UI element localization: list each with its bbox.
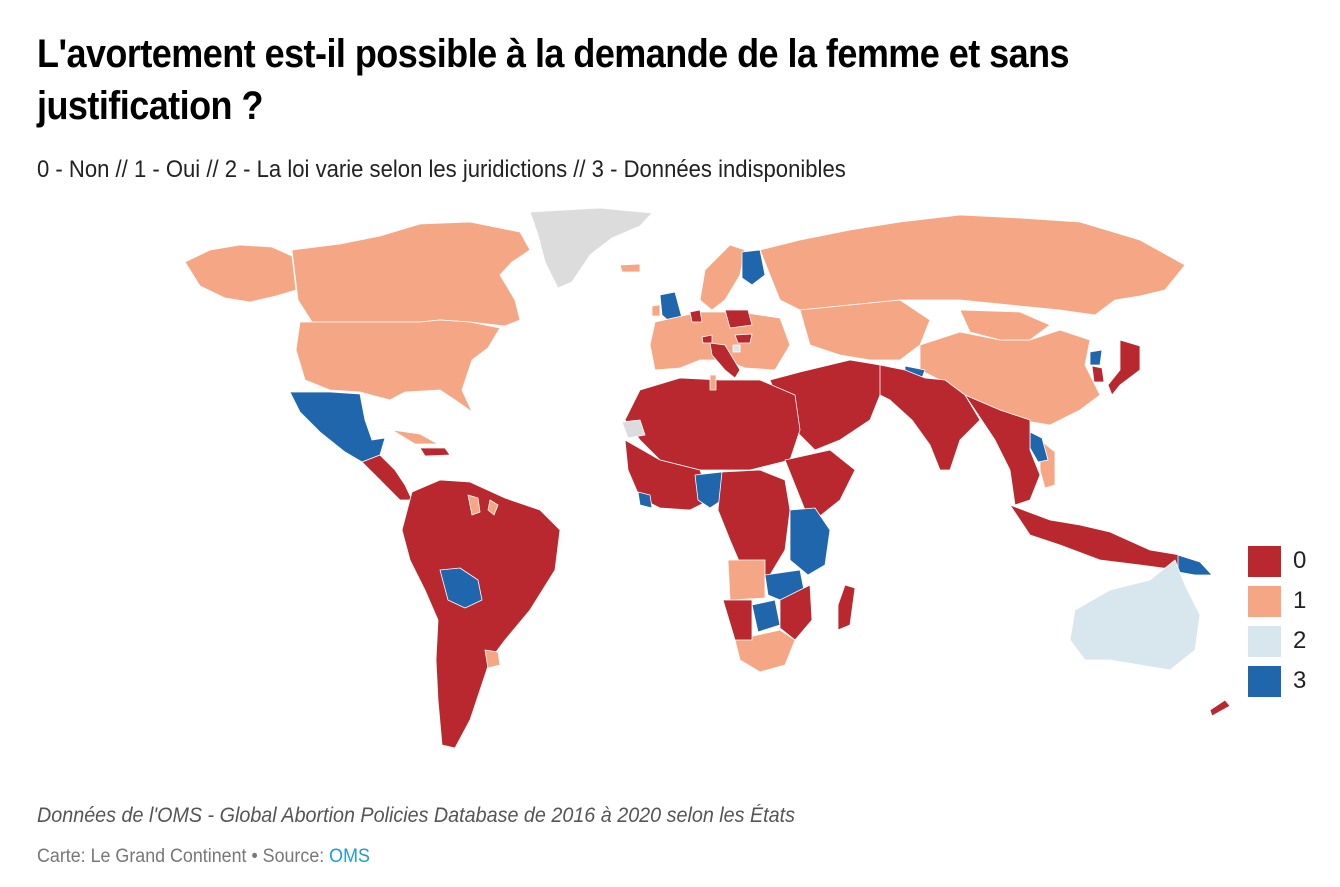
region-guyana[interactable]: [467, 494, 481, 516]
region-south-africa[interactable]: [734, 629, 796, 673]
region-angola[interactable]: [727, 559, 766, 601]
region-mozambique-zimbabwe[interactable]: [779, 584, 813, 641]
legend: 0 1 2 3: [1248, 541, 1306, 701]
region-kenya-uganda-tanzania[interactable]: [789, 507, 831, 576]
legend-label: 1: [1293, 587, 1307, 614]
region-western-sahara[interactable]: [621, 419, 646, 439]
region-iceland[interactable]: [619, 263, 641, 273]
region-finland[interactable]: [741, 249, 766, 286]
region-italy[interactable]: [709, 342, 741, 379]
region-russia[interactable]: [759, 214, 1186, 316]
legend-swatch-1: [1248, 585, 1281, 617]
region-new-zealand[interactable]: [1209, 699, 1231, 717]
region-alaska[interactable]: [184, 244, 297, 303]
region-ireland[interactable]: [651, 304, 661, 317]
region-netherlands[interactable]: [689, 309, 703, 323]
region-tunisia[interactable]: [709, 374, 717, 391]
page-title: L'avortement est-il possible à la demand…: [37, 32, 1070, 128]
region-south-korea[interactable]: [1091, 365, 1105, 383]
legend-label: 2: [1293, 627, 1307, 654]
legend-item: 1: [1248, 581, 1306, 621]
region-namibia[interactable]: [722, 599, 753, 641]
credit-text: Carte: Le Grand Continent • Source:: [37, 846, 330, 867]
region-united-states[interactable]: [295, 319, 501, 413]
legend-swatch-3: [1248, 665, 1281, 697]
region-central-asia[interactable]: [799, 299, 931, 361]
region-bosnia[interactable]: [732, 344, 741, 353]
subtitle: 0 - Non // 1 - Oui // 2 - La loi varie s…: [37, 156, 846, 183]
legend-item: 0: [1248, 541, 1306, 581]
region-canada[interactable]: [291, 221, 531, 327]
legend-label: 0: [1293, 547, 1307, 574]
credit-line: Carte: Le Grand Continent • Source: OMS: [37, 846, 370, 868]
data-note: Données de l'OMS - Global Abortion Polic…: [37, 804, 796, 827]
region-botswana[interactable]: [751, 599, 781, 633]
legend-item: 3: [1248, 661, 1306, 701]
region-bolivia[interactable]: [439, 567, 483, 609]
region-cuba[interactable]: [391, 429, 439, 445]
region-poland[interactable]: [724, 309, 753, 329]
legend-swatch-2: [1248, 625, 1281, 657]
region-madagascar[interactable]: [837, 584, 856, 631]
region-mexico[interactable]: [289, 391, 386, 463]
legend-label: 3: [1293, 667, 1307, 694]
region-west-africa[interactable]: [624, 439, 711, 511]
source-link[interactable]: OMS: [329, 846, 370, 867]
region-hispaniola[interactable]: [419, 447, 451, 457]
region-papua-new-guinea[interactable]: [1177, 554, 1213, 576]
region-uruguay[interactable]: [484, 649, 501, 669]
region-south-asia[interactable]: [869, 364, 981, 471]
legend-swatch-0: [1248, 545, 1281, 577]
world-map: [184, 207, 1231, 749]
region-mongolia[interactable]: [959, 309, 1051, 341]
region-switzerland[interactable]: [701, 334, 713, 344]
region-south-america[interactable]: [401, 479, 561, 749]
region-central-america[interactable]: [361, 454, 413, 501]
region-indonesia[interactable]: [1009, 504, 1181, 571]
region-japan[interactable]: [1107, 339, 1141, 396]
region-australia[interactable]: [1069, 559, 1201, 671]
region-scandinavia[interactable]: [699, 244, 746, 311]
region-liberia[interactable]: [637, 491, 653, 509]
region-central-africa[interactable]: [717, 469, 791, 576]
region-greenland[interactable]: [529, 207, 653, 289]
region-french-guiana[interactable]: [487, 499, 499, 516]
legend-item: 2: [1248, 621, 1306, 661]
region-hungary[interactable]: [734, 333, 753, 344]
region-southeast-asia[interactable]: [964, 394, 1041, 506]
region-north-korea[interactable]: [1089, 349, 1103, 366]
